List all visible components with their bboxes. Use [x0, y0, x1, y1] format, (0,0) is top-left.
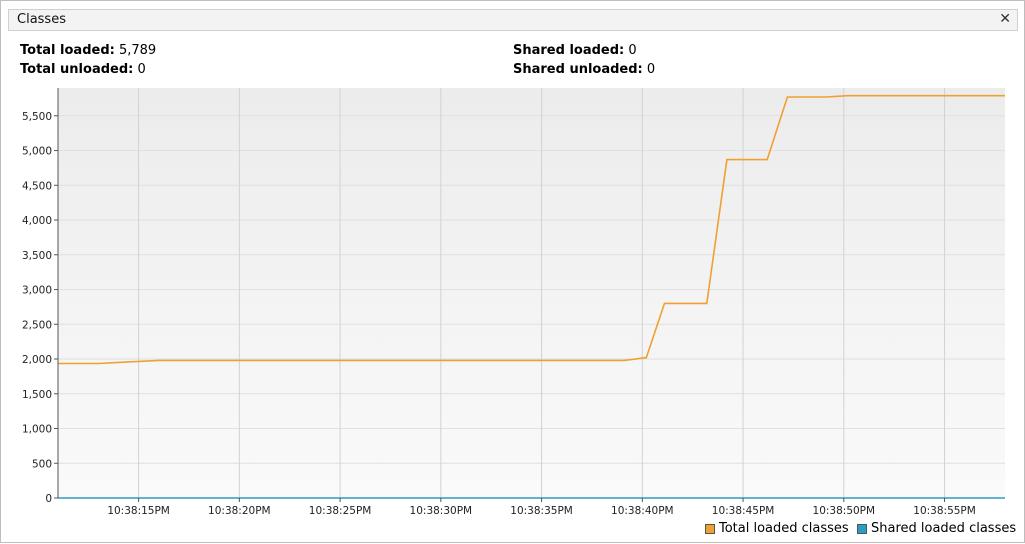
y-tick-label: 500 [32, 458, 52, 470]
total-unloaded-value: 0 [137, 62, 146, 77]
legend-total-label: Total loaded classes [719, 521, 849, 536]
y-tick-label: 3,500 [22, 250, 52, 262]
total-unloaded-row: Total unloaded: 0 [20, 60, 156, 79]
plot-area [58, 88, 1005, 498]
legend-shared-label: Shared loaded classes [871, 521, 1017, 536]
legend-shared: Shared loaded classes [857, 521, 1016, 536]
x-tick-label: 10:38:40PM [611, 505, 674, 517]
y-tick-label: 2,000 [22, 354, 52, 366]
x-tick-label: 10:38:35PM [510, 505, 573, 517]
shared-stats: Shared loaded: 0 Shared unloaded: 0 [513, 41, 655, 79]
y-tick-label: 3,000 [22, 285, 52, 297]
x-tick-label: 10:38:30PM [410, 505, 473, 517]
panel-titlebar: Classes ✕ [8, 9, 1018, 31]
legend-total-swatch [705, 523, 715, 534]
x-tick-label: 10:38:45PM [712, 505, 775, 517]
y-tick-label: 5,500 [22, 111, 52, 123]
shared-unloaded-label: Shared unloaded: [513, 62, 643, 77]
legend-total: Total loaded classes [705, 521, 849, 536]
x-tick-label: 10:38:20PM [208, 505, 271, 517]
x-tick-label: 10:38:55PM [913, 505, 976, 517]
shared-loaded-value: 0 [628, 43, 637, 58]
y-tick-label: 0 [45, 493, 52, 505]
y-tick-label: 4,500 [22, 180, 52, 192]
x-tick-label: 10:38:25PM [309, 505, 372, 517]
panel-title: Classes [17, 12, 66, 27]
total-unloaded-label: Total unloaded: [20, 62, 134, 77]
y-tick-label: 2,500 [22, 319, 52, 331]
close-icon[interactable]: ✕ [999, 11, 1011, 27]
shared-unloaded-value: 0 [646, 62, 656, 77]
x-tick-label: 10:38:15PM [107, 505, 170, 517]
total-stats: Total loaded: 5,789 Total unloaded: 0 [20, 41, 156, 79]
total-loaded-value: 5,789 [118, 43, 157, 58]
y-tick-label: 5,000 [22, 146, 52, 158]
y-tick-label: 1,500 [22, 389, 52, 401]
total-loaded-series-line [58, 94, 1005, 365]
legend-shared-swatch [857, 523, 867, 534]
shared-loaded-row: Shared loaded: 0 [513, 41, 655, 60]
total-loaded-label: Total loaded: [20, 43, 115, 58]
y-tick-label: 4,000 [22, 215, 52, 227]
x-tick-label: 10:38:50PM [813, 505, 876, 517]
shared-unloaded-row: Shared unloaded: 0 [513, 60, 655, 79]
y-tick-label: 1,000 [22, 424, 52, 436]
total-loaded-row: Total loaded: 5,789 [20, 41, 156, 60]
shared-loaded-label: Shared loaded: [513, 43, 625, 58]
